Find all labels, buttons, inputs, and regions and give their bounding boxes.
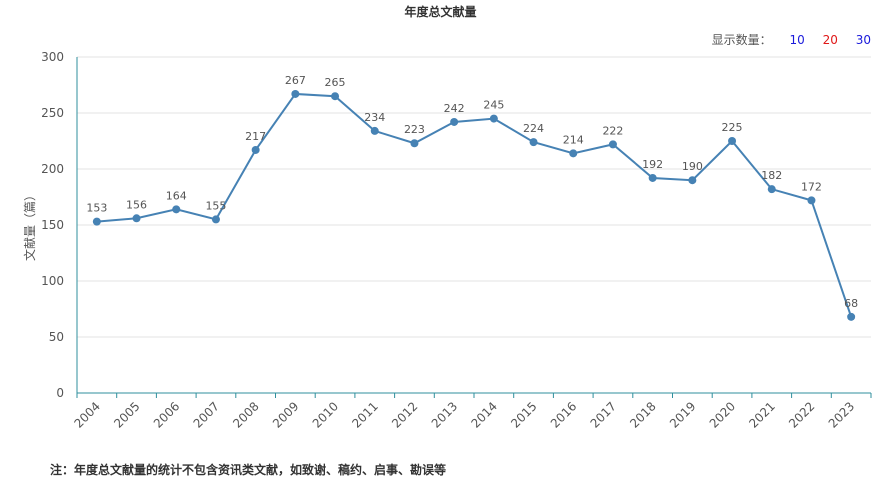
- data-point: [648, 173, 657, 182]
- data-label: 224: [523, 122, 544, 135]
- data-label: 223: [404, 123, 425, 136]
- x-tick-label: 2012: [389, 399, 420, 430]
- x-tick-label: 2020: [707, 399, 738, 430]
- x-tick-label: 2006: [151, 399, 182, 430]
- display-count-20-button[interactable]: 20: [822, 33, 838, 47]
- series-line: [96, 92, 853, 318]
- chart-title: 年度总文献量: [404, 5, 477, 19]
- data-label: 164: [166, 189, 187, 202]
- y-tick-label: 0: [56, 386, 64, 400]
- data-point: [688, 176, 697, 185]
- x-tick-label: 2011: [349, 399, 380, 430]
- data-label: 234: [364, 111, 385, 124]
- x-tick-label: 2023: [826, 399, 857, 430]
- data-point: [410, 139, 419, 148]
- data-point: [608, 140, 617, 149]
- data-point: [172, 205, 181, 214]
- data-point: [569, 149, 578, 158]
- data-point: [529, 138, 538, 147]
- x-tick-label: 2021: [746, 399, 777, 430]
- data-point: [251, 145, 260, 154]
- y-tick-label: 300: [41, 50, 64, 64]
- x-tick-label: 2019: [667, 399, 698, 430]
- data-point: [370, 126, 379, 135]
- data-label: 217: [245, 130, 266, 143]
- data-label: 156: [126, 198, 147, 211]
- display-count-10-button[interactable]: 10: [789, 33, 805, 47]
- data-label: 267: [285, 74, 306, 87]
- data-label: 155: [205, 199, 226, 212]
- data-point: [728, 137, 737, 145]
- x-tick-label: 2015: [508, 399, 539, 430]
- x-tick-label: 2010: [310, 399, 341, 430]
- data-label: 245: [483, 99, 504, 112]
- x-tick-label: 2017: [588, 399, 619, 430]
- x-tick-label: 2005: [111, 399, 142, 430]
- data-point: [331, 92, 340, 101]
- y-tick-label: 200: [41, 162, 64, 176]
- x-tick-label: 2007: [191, 399, 222, 430]
- data-point: [489, 114, 498, 123]
- data-label: 190: [682, 160, 703, 173]
- x-tick-label: 2018: [627, 399, 658, 430]
- data-label: 222: [602, 124, 623, 137]
- display-count-selector: 显示数量： 10 20 30: [712, 31, 871, 48]
- data-label: 182: [761, 169, 782, 182]
- footnote: 注：年度总文献量的统计不包含资讯类文献，如致谢、稿约、启事、勘误等: [50, 463, 447, 477]
- x-tick-label: 2004: [71, 399, 102, 430]
- data-label: 153: [86, 202, 107, 215]
- data-label: 214: [563, 133, 584, 146]
- x-tick-label: 2013: [429, 399, 460, 430]
- data-label: 68: [844, 297, 858, 310]
- x-tick-label: 2022: [786, 399, 817, 430]
- data-point: [450, 117, 459, 126]
- data-point: [767, 185, 776, 194]
- y-tick-label: 250: [41, 106, 64, 120]
- data-point: [211, 215, 220, 224]
- y-tick-label: 150: [41, 218, 64, 232]
- data-point: [847, 312, 856, 321]
- data-point: [807, 196, 816, 205]
- data-point: [92, 217, 101, 226]
- data-label: 225: [722, 121, 743, 134]
- data-point: [291, 89, 300, 98]
- x-tick-label: 2014: [468, 399, 499, 430]
- data-label: 192: [642, 158, 663, 171]
- data-label: 242: [444, 102, 465, 115]
- y-axis-title: 文献量（篇）: [22, 189, 37, 261]
- data-point: [132, 214, 141, 223]
- display-count-label: 显示数量：: [711, 33, 772, 47]
- data-label: 172: [801, 180, 822, 193]
- display-count-30-button[interactable]: 30: [855, 33, 871, 47]
- y-tick-label: 100: [41, 274, 64, 288]
- x-tick-label: 2008: [230, 399, 261, 430]
- x-tick-label: 2009: [270, 399, 301, 430]
- y-tick-label: 50: [49, 330, 64, 344]
- x-tick-label: 2016: [548, 399, 579, 430]
- data-label: 265: [325, 76, 346, 89]
